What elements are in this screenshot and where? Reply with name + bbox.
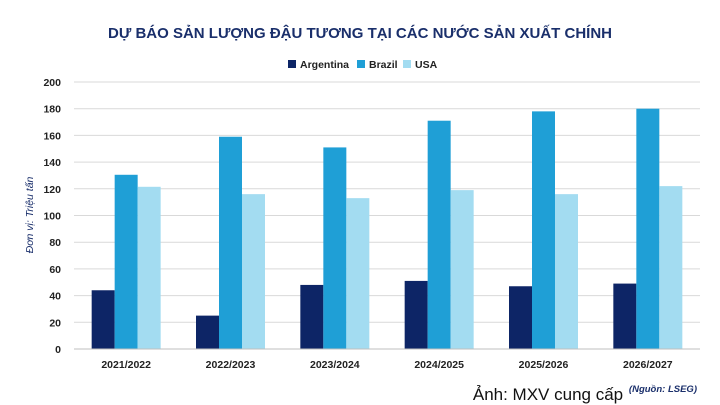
x-tick-label: 2021/2022 xyxy=(101,359,151,371)
legend-label-argentina: Argentina xyxy=(300,59,349,71)
bar-usa-2021-2022 xyxy=(137,186,161,349)
y-tick-label: 140 xyxy=(43,157,61,169)
legend-swatch-argentina xyxy=(288,60,296,68)
source-note: (Nguồn: LSEG) xyxy=(629,384,697,395)
legend-label-usa: USA xyxy=(415,59,438,71)
bar-usa-2023-2024 xyxy=(346,198,370,349)
y-tick-label: 180 xyxy=(43,104,61,116)
bar-usa-2022-2023 xyxy=(242,194,265,349)
bar-brazil-2026-2027 xyxy=(636,108,660,349)
gridlines xyxy=(74,81,700,323)
bar-brazil-2023-2024 xyxy=(323,147,347,349)
x-axis-ticks: 2021/2022 2022/2023 2023/2024 2024/2025 2025… xyxy=(101,359,672,371)
bar-brazil-2024-2025 xyxy=(427,120,451,349)
bar-argentina-2025-2026 xyxy=(509,286,532,349)
x-tick-label: 2025/2026 xyxy=(519,359,569,371)
bar-brazil-2021-2022 xyxy=(114,174,138,349)
y-axis-ticks: 0 20 40 60 80 100 120 140 160 180 200 xyxy=(43,77,61,356)
legend-label-brazil: Brazil xyxy=(369,59,398,71)
x-tick-label: 2022/2023 xyxy=(206,359,256,371)
y-tick-label: 120 xyxy=(43,184,61,196)
bar-argentina-2022-2023 xyxy=(196,315,219,349)
chart-title: DỰ BÁO SẢN LƯỢNG ĐẬU TƯƠNG TẠI CÁC NƯỚC … xyxy=(108,24,612,42)
y-axis-label: Đơn vị: Triệu tấn xyxy=(24,176,36,253)
bar-marks xyxy=(91,108,683,350)
y-tick-label: 40 xyxy=(49,291,61,303)
image-caption: Ảnh: MXV cung cấp xyxy=(473,385,623,404)
bar-argentina-2026-2027 xyxy=(613,283,637,349)
y-tick-label: 0 xyxy=(55,344,61,356)
x-tick-label: 2023/2024 xyxy=(310,359,360,371)
y-tick-label: 20 xyxy=(49,317,61,329)
bar-usa-2024-2025 xyxy=(450,190,474,349)
bar-argentina-2021-2022 xyxy=(91,290,115,349)
x-tick-label: 2026/2027 xyxy=(623,359,673,371)
bar-brazil-2025-2026 xyxy=(532,111,555,350)
y-tick-label: 100 xyxy=(43,211,61,223)
bar-argentina-2023-2024 xyxy=(300,284,324,349)
y-tick-label: 60 xyxy=(49,264,61,276)
legend-swatch-brazil xyxy=(357,60,365,68)
y-tick-label: 200 xyxy=(43,77,61,89)
bar-brazil-2022-2023 xyxy=(219,136,242,349)
bar-usa-2026-2027 xyxy=(659,186,683,349)
x-tick-label: 2024/2025 xyxy=(414,359,464,371)
bar-argentina-2024-2025 xyxy=(404,280,428,349)
chart-legend: Argentina Brazil USA xyxy=(288,59,438,71)
legend-swatch-usa xyxy=(403,60,411,68)
y-tick-label: 160 xyxy=(43,130,61,142)
y-tick-label: 80 xyxy=(49,237,61,249)
bar-usa-2025-2026 xyxy=(555,194,578,349)
